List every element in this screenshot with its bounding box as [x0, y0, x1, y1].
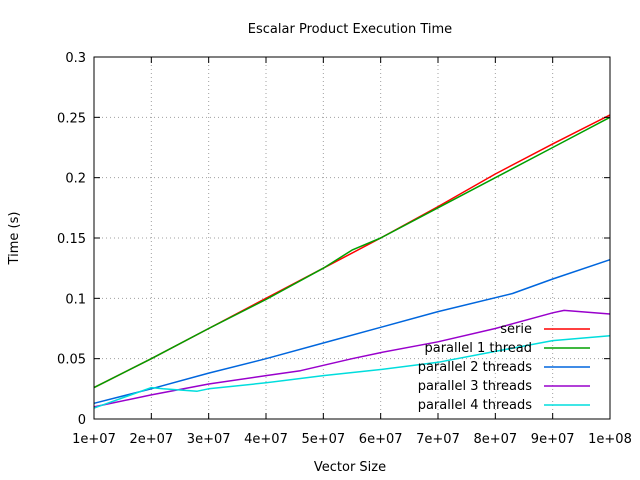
grid [94, 57, 610, 419]
x-tick-label: 2e+07 [129, 432, 173, 447]
y-tick-label: 0.25 [57, 111, 86, 126]
series-line-1 [93, 116, 611, 389]
x-tick-label: 6e+07 [359, 432, 403, 447]
y-tick-label: 0 [78, 413, 86, 428]
axis-ticks: 0 0.05 0.1 0.15 0.2 0.25 0.3 1e+07 2e+07 3e+07 4e+… [57, 51, 632, 447]
legend-label-4: parallel 4 threads [418, 398, 533, 413]
series-line-0 [93, 114, 611, 389]
series-line-2 [93, 258, 611, 405]
series-line-3 [93, 309, 611, 408]
x-tick-label: 5e+07 [301, 432, 345, 447]
x-tick-label: 7e+07 [416, 432, 460, 447]
legend-label-2: parallel 2 threads [418, 360, 533, 375]
legend-label-1: parallel 1 thread [424, 341, 532, 356]
series-line-4 [93, 334, 611, 409]
y-tick-label: 0.1 [65, 292, 86, 307]
legend: serie parallel 1 thread parallel 2 threads… [418, 322, 590, 413]
y-tick-label: 0.15 [57, 232, 86, 247]
x-tick-label: 4e+07 [244, 432, 288, 447]
x-tick-label: 3e+07 [187, 432, 231, 447]
y-tick-label: 0.05 [57, 353, 86, 368]
y-tick-label: 0.3 [65, 51, 86, 66]
legend-label-3: parallel 3 threads [418, 379, 533, 394]
x-tick-label: 1e+07 [72, 432, 116, 447]
plot-frame [93, 56, 611, 420]
chart-title: Escalar Product Execution Time [248, 22, 452, 37]
legend-label-0: serie [500, 322, 532, 337]
x-tick-label: 1e+08 [588, 432, 632, 447]
x-axis-label: Vector Size [314, 460, 386, 475]
y-tick-label: 0.2 [65, 172, 86, 187]
y-axis-label: Time (s) [7, 212, 22, 266]
series-lines [93, 114, 611, 409]
x-tick-label: 9e+07 [531, 432, 575, 447]
x-tick-label: 8e+07 [473, 432, 517, 447]
